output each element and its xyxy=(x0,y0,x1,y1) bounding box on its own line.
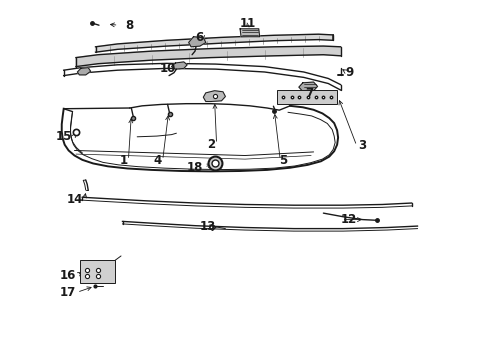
Polygon shape xyxy=(76,46,341,67)
Text: 11: 11 xyxy=(240,17,256,30)
Polygon shape xyxy=(240,29,260,37)
Polygon shape xyxy=(96,34,333,52)
Text: 4: 4 xyxy=(153,154,162,167)
Text: 13: 13 xyxy=(199,220,216,233)
Text: 8: 8 xyxy=(125,19,133,32)
Text: 3: 3 xyxy=(358,139,366,152)
Text: 1: 1 xyxy=(119,154,127,167)
Polygon shape xyxy=(299,82,318,91)
Polygon shape xyxy=(203,91,225,102)
Text: 7: 7 xyxy=(305,87,314,100)
Polygon shape xyxy=(172,62,187,69)
Text: 17: 17 xyxy=(60,286,76,299)
Text: 10: 10 xyxy=(160,62,176,75)
Text: 18: 18 xyxy=(187,161,203,174)
Text: 6: 6 xyxy=(195,31,203,44)
Text: 5: 5 xyxy=(279,154,288,167)
Bar xyxy=(80,260,115,283)
Text: 12: 12 xyxy=(341,213,357,226)
Text: 2: 2 xyxy=(207,138,216,150)
FancyBboxPatch shape xyxy=(277,90,337,104)
Polygon shape xyxy=(189,37,206,47)
Text: 16: 16 xyxy=(60,269,76,282)
Text: 15: 15 xyxy=(56,130,73,143)
Text: 14: 14 xyxy=(67,193,83,206)
Text: 9: 9 xyxy=(345,66,354,78)
Polygon shape xyxy=(77,68,91,75)
